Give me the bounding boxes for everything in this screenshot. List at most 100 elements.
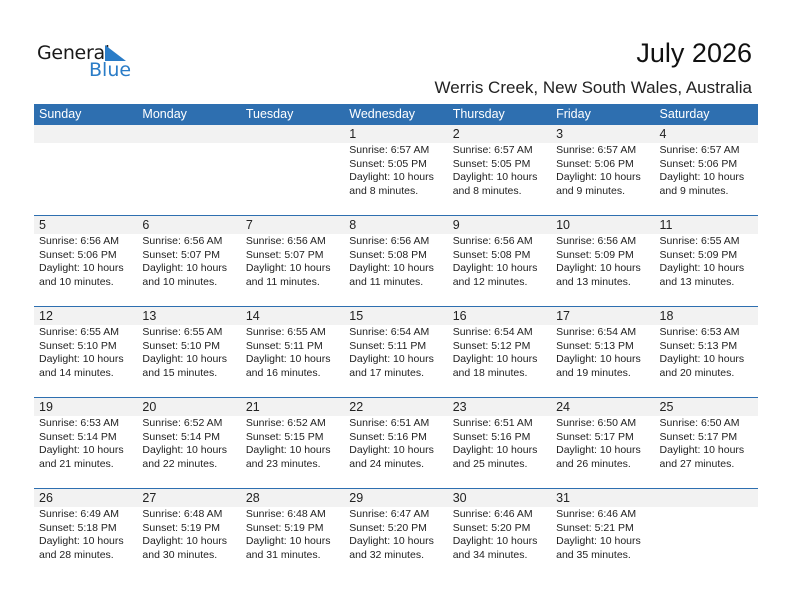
- daylight-minutes-text: and 30 minutes.: [142, 548, 218, 561]
- daylight-text: Daylight: 10 hours: [349, 444, 434, 456]
- sunset-text: Sunset: 5:18 PM: [39, 521, 117, 534]
- day-cell: Sunrise: 6:56 AM Sunset: 5:08 PM Daylight:…: [448, 234, 551, 289]
- sunrise-text: Sunrise: 6:46 AM: [452, 508, 533, 520]
- day-cell: Sunrise: 6:55 AM Sunset: 5:11 PM Daylight:…: [241, 325, 344, 380]
- day-cell: Sunrise: 6:49 AM Sunset: 5:18 PM Daylight:…: [34, 507, 137, 562]
- sunset-text: Sunset: 5:14 PM: [142, 430, 221, 443]
- logo-text-general: General: [37, 42, 110, 64]
- day-cell: Sunrise: 6:57 AM Sunset: 5:06 PM Daylight:…: [655, 143, 758, 198]
- daylight-text: Daylight: 10 hours: [245, 353, 331, 365]
- daylight-text: Daylight: 10 hours: [452, 262, 538, 274]
- day-cell: Sunrise: 6:47 AM Sunset: 5:20 PM Daylight:…: [344, 507, 447, 562]
- day-number: 6: [142, 218, 150, 232]
- week-row: 19 20 21 22 23 24 25 Sunrise: 6:53 AM Sunset: 5:…: [34, 397, 758, 488]
- sunrise-text: Sunrise: 6:57 AM: [452, 144, 533, 156]
- sunrise-text: Sunrise: 6:47 AM: [349, 508, 430, 520]
- sunrise-text: Sunrise: 6:57 AM: [556, 144, 637, 156]
- sunset-text: Sunset: 5:19 PM: [142, 521, 221, 534]
- week-row: 26 27 28 29 30 31 Sunrise: 6:49 AM Sunset: 5:18…: [34, 488, 758, 579]
- sunrise-text: Sunrise: 6:55 AM: [39, 326, 119, 338]
- daylight-minutes-text: and 23 minutes.: [245, 457, 321, 470]
- sunset-text: Sunset: 5:15 PM: [245, 430, 324, 443]
- logo-triangle-icon: [105, 45, 126, 61]
- day-cell: [655, 507, 758, 562]
- daylight-text: Daylight: 10 hours: [142, 353, 228, 365]
- date-row: 19 20 21 22 23 24 25: [34, 398, 758, 416]
- daylight-minutes-text: and 21 minutes.: [39, 457, 114, 470]
- sunset-text: Sunset: 5:09 PM: [556, 248, 634, 261]
- weekday-header: Sunday Monday Tuesday Wednesday Thursday Frid…: [34, 104, 758, 125]
- daylight-text: Daylight: 10 hours: [452, 535, 538, 547]
- sunrise-text: Sunrise: 6:55 AM: [142, 326, 223, 338]
- day-number: 3: [556, 127, 564, 141]
- day-number: 22: [349, 400, 364, 414]
- sunset-text: Sunset: 5:06 PM: [659, 157, 738, 170]
- sunrise-text: Sunrise: 6:48 AM: [142, 508, 223, 520]
- sunset-text: Sunset: 5:06 PM: [39, 248, 117, 261]
- daylight-minutes-text: and 35 minutes.: [556, 548, 631, 561]
- day-number: 29: [349, 491, 364, 505]
- sunrise-text: Sunrise: 6:54 AM: [556, 326, 637, 338]
- day-number: 15: [349, 309, 364, 323]
- weekday-friday: Friday: [556, 107, 591, 121]
- daylight-text: Daylight: 10 hours: [556, 171, 641, 183]
- day-number: 16: [452, 309, 467, 323]
- day-cell: Sunrise: 6:56 AM Sunset: 5:09 PM Daylight:…: [551, 234, 654, 289]
- daylight-text: Daylight: 10 hours: [39, 353, 124, 365]
- sunset-text: Sunset: 5:07 PM: [142, 248, 221, 261]
- day-number: 10: [556, 218, 571, 232]
- day-cell: Sunrise: 6:56 AM Sunset: 5:08 PM Daylight:…: [344, 234, 447, 289]
- day-number: 20: [142, 400, 157, 414]
- daylight-minutes-text: and 14 minutes.: [39, 366, 114, 379]
- daylight-text: Daylight: 10 hours: [39, 535, 124, 547]
- day-cell: Sunrise: 6:53 AM Sunset: 5:14 PM Daylight:…: [34, 416, 137, 471]
- daylight-minutes-text: and 13 minutes.: [659, 275, 735, 288]
- info-row: Sunrise: 6:53 AM Sunset: 5:14 PM Daylight:…: [34, 416, 758, 471]
- day-cell: Sunrise: 6:54 AM Sunset: 5:13 PM Daylight:…: [551, 325, 654, 380]
- day-cell: Sunrise: 6:51 AM Sunset: 5:16 PM Daylight:…: [344, 416, 447, 471]
- day-cell: Sunrise: 6:56 AM Sunset: 5:07 PM Daylight:…: [241, 234, 344, 289]
- daylight-minutes-text: and 24 minutes.: [349, 457, 424, 470]
- sunrise-text: Sunrise: 6:52 AM: [245, 417, 326, 429]
- sunrise-text: Sunrise: 6:56 AM: [245, 235, 326, 247]
- daylight-minutes-text: and 15 minutes.: [142, 366, 218, 379]
- day-number: 14: [245, 309, 260, 323]
- day-number: 21: [245, 400, 260, 414]
- day-cell: Sunrise: 6:52 AM Sunset: 5:14 PM Daylight:…: [137, 416, 240, 471]
- day-number: 2: [452, 127, 460, 141]
- sunset-text: Sunset: 5:07 PM: [245, 248, 324, 261]
- week-row: 5 6 7 8 9 10 11 Sunrise: 6:56 AM Sunset: 5:06 PM…: [34, 215, 758, 306]
- day-cell: Sunrise: 6:56 AM Sunset: 5:06 PM Daylight:…: [34, 234, 137, 289]
- sunrise-text: Sunrise: 6:53 AM: [659, 326, 740, 338]
- sunset-text: Sunset: 5:21 PM: [556, 521, 634, 534]
- sunset-text: Sunset: 5:17 PM: [556, 430, 634, 443]
- day-cell: Sunrise: 6:57 AM Sunset: 5:05 PM Daylight:…: [448, 143, 551, 198]
- daylight-text: Daylight: 10 hours: [142, 262, 228, 274]
- sunrise-text: Sunrise: 6:50 AM: [659, 417, 740, 429]
- weekday-saturday: Saturday: [659, 107, 710, 121]
- sunset-text: Sunset: 5:10 PM: [142, 339, 221, 352]
- day-number: [241, 125, 344, 143]
- day-number: 12: [39, 309, 53, 323]
- day-cell: Sunrise: 6:51 AM Sunset: 5:16 PM Daylight:…: [448, 416, 551, 471]
- day-cell: [137, 143, 240, 198]
- sunset-text: Sunset: 5:16 PM: [349, 430, 427, 443]
- daylight-text: Daylight: 10 hours: [39, 262, 124, 274]
- date-row: 1 2 3 4: [34, 125, 758, 143]
- info-row: Sunrise: 6:57 AM Sunset: 5:05 PM Daylight:…: [34, 143, 758, 198]
- day-cell: Sunrise: 6:55 AM Sunset: 5:10 PM Daylight:…: [137, 325, 240, 380]
- daylight-minutes-text: and 19 minutes.: [556, 366, 631, 379]
- sunset-text: Sunset: 5:11 PM: [349, 339, 427, 352]
- daylight-text: Daylight: 10 hours: [659, 444, 745, 456]
- daylight-text: Daylight: 10 hours: [245, 535, 331, 547]
- day-number: 25: [659, 400, 674, 414]
- sunrise-text: Sunrise: 6:46 AM: [556, 508, 637, 520]
- daylight-minutes-text: and 8 minutes.: [452, 184, 522, 197]
- sunset-text: Sunset: 5:08 PM: [349, 248, 427, 261]
- day-number: 13: [142, 309, 157, 323]
- sunset-text: Sunset: 5:17 PM: [659, 430, 738, 443]
- daylight-text: Daylight: 10 hours: [142, 444, 228, 456]
- day-number: [655, 489, 758, 507]
- sunset-text: Sunset: 5:19 PM: [245, 521, 324, 534]
- sunrise-text: Sunrise: 6:54 AM: [349, 326, 430, 338]
